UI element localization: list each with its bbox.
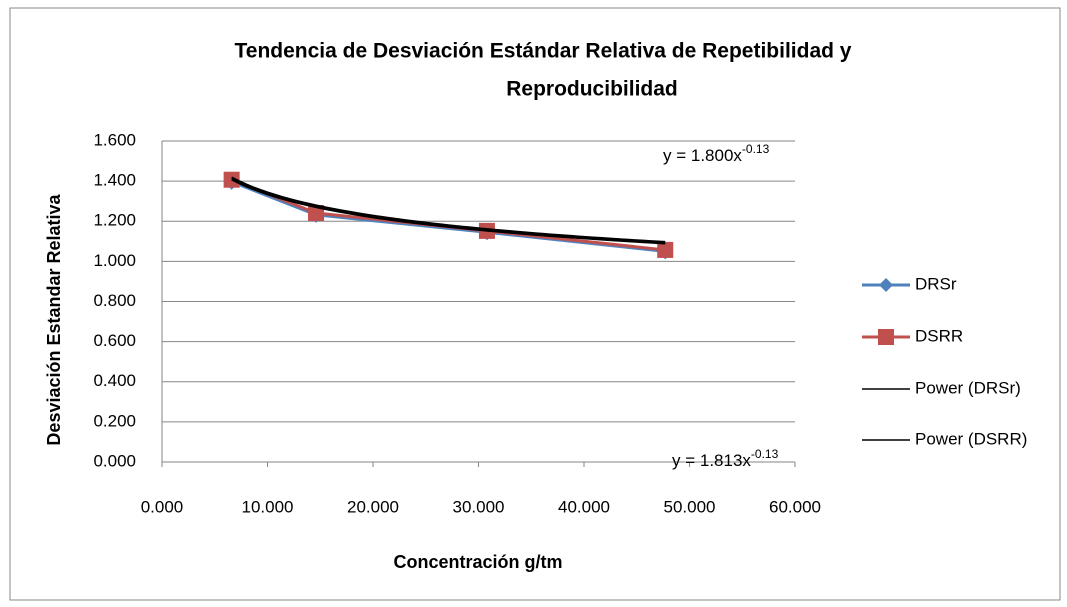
y-tick-label: 0.800	[93, 291, 136, 310]
equation-base: y = 1.813x	[672, 451, 751, 470]
x-tick-label: 60.000	[769, 497, 821, 516]
trendline-equation: y = 1.800x-0.13	[663, 142, 770, 165]
legend-label: Power (DRSr)	[915, 378, 1021, 397]
chart-title: Tendencia de Desviación Estándar Relativ…	[235, 40, 852, 63]
chart-title: Reproducibilidad	[506, 78, 678, 101]
legend-label: Power (DSRR)	[915, 429, 1027, 448]
y-axis-title: Desviación Estandar Relativa	[44, 193, 64, 445]
x-tick-label: 40.000	[558, 497, 610, 516]
x-tick-label: 20.000	[347, 497, 399, 516]
y-tick-label: 1.600	[93, 130, 136, 149]
legend-marker	[878, 329, 894, 345]
x-tick-label: 30.000	[453, 497, 505, 516]
x-axis-title: Concentración g/tm	[393, 552, 562, 572]
legend-label: DRSr	[915, 274, 957, 293]
x-tick-label: 0.000	[141, 497, 184, 516]
series-line	[231, 180, 666, 253]
chart-frame	[9, 7, 1061, 601]
legend-label: DSRR	[915, 326, 963, 345]
y-tick-label: 1.200	[93, 211, 136, 230]
y-tick-label: 1.000	[93, 251, 136, 270]
legend-marker	[879, 278, 893, 292]
equation-base: y = 1.800x	[663, 146, 742, 165]
y-tick-label: 0.200	[93, 411, 136, 430]
equation-exponent: -0.13	[751, 447, 779, 461]
y-tick-label: 1.400	[93, 171, 136, 190]
marker	[657, 241, 674, 258]
x-tick-label: 10.000	[242, 497, 294, 516]
marker	[308, 205, 325, 222]
y-tick-label: 0.400	[93, 371, 136, 390]
y-tick-label: 0.000	[93, 451, 136, 470]
trendline-equation: y = 1.813x-0.13	[672, 447, 779, 470]
x-tick-label: 50.000	[664, 497, 716, 516]
trendline	[231, 176, 666, 243]
trendline	[231, 178, 666, 245]
y-tick-label: 0.600	[93, 331, 136, 350]
equation-exponent: -0.13	[742, 142, 770, 156]
